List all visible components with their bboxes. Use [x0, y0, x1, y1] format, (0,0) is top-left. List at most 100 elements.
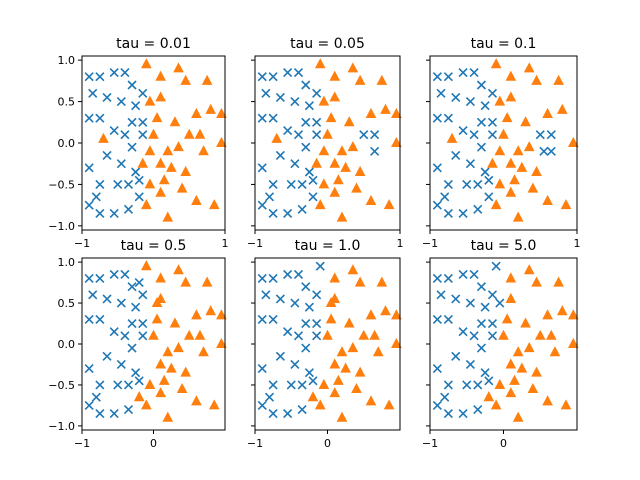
x-marker-point — [432, 163, 442, 173]
triangle-marker-point — [380, 305, 391, 316]
triangle-marker-point — [354, 74, 366, 85]
x-tick-label: 1 — [397, 237, 404, 250]
triangle-marker-point — [505, 70, 517, 81]
x-marker-point — [473, 380, 483, 390]
x-marker-point — [469, 68, 479, 78]
subplot-title: tau = 0.01 — [116, 36, 191, 52]
subplot-6: −1 0 tau = 5.0 — [422, 238, 579, 450]
triangle-marker-point — [340, 362, 351, 373]
triangle-marker-point — [380, 103, 391, 114]
triangle-marker-point — [567, 309, 579, 320]
x-marker-point — [476, 318, 487, 329]
triangle-marker-point — [560, 199, 572, 210]
x-marker-point — [293, 269, 304, 279]
x-marker-point — [315, 261, 325, 271]
triangle-marker-point — [329, 186, 341, 197]
triangle-marker-point — [208, 199, 220, 210]
triangle-marker-point — [556, 305, 568, 316]
triangle-marker-point — [347, 342, 359, 353]
triangle-marker-point — [347, 141, 359, 152]
x-marker-point — [268, 409, 278, 419]
x-marker-point — [436, 290, 446, 300]
x-marker-point — [138, 318, 148, 329]
x-marker-point — [297, 179, 307, 189]
triangle-marker-point — [162, 145, 174, 156]
x-marker-point — [297, 204, 307, 214]
x-marker-point — [484, 192, 494, 202]
x-tick-label: 0 — [324, 437, 331, 450]
y-tick-label: 1.0 — [58, 256, 76, 269]
x-marker-point — [297, 404, 307, 415]
triangle-marker-point — [141, 58, 152, 69]
x-marker-point — [458, 327, 468, 337]
x-marker-point — [84, 273, 94, 284]
triangle-marker-point — [369, 329, 380, 340]
x-marker-point — [469, 130, 479, 140]
x-marker-point — [312, 130, 322, 140]
x-marker-point — [312, 331, 322, 341]
x-marker-point — [88, 88, 98, 98]
triangle-marker-point — [155, 272, 166, 283]
triangle-marker-point — [173, 342, 184, 353]
subplot-title: tau = 1.0 — [295, 238, 361, 254]
subplot-4: −1.0 −0.5 0.0 0.5 1.0 −1 0 tau = 0.5 — [48, 238, 227, 450]
triangle-marker-point — [155, 70, 166, 81]
x-marker-point — [484, 376, 494, 386]
x-marker-point — [458, 68, 468, 78]
triangle-marker-point — [560, 399, 572, 410]
triangle-marker-point — [144, 145, 156, 156]
x-marker-point — [432, 273, 442, 284]
x-marker-point — [304, 368, 314, 378]
triangle-marker-point — [542, 107, 553, 118]
x-marker-point — [451, 92, 461, 102]
triangle-marker-point — [490, 399, 502, 410]
x-marker-point — [127, 80, 137, 90]
x-marker-point — [95, 179, 105, 189]
x-marker-point — [123, 179, 134, 189]
triangle-marker-point — [155, 292, 166, 303]
triangle-marker-point — [446, 132, 458, 143]
triangle-marker-point — [523, 141, 535, 152]
x-marker-point — [308, 376, 318, 386]
triangle-marker-point — [191, 309, 202, 320]
x-marker-point — [301, 142, 311, 152]
triangle-marker-point — [155, 186, 166, 197]
triangle-marker-point — [329, 358, 341, 369]
triangle-marker-point — [567, 136, 579, 147]
x-marker-point — [432, 364, 442, 374]
x-marker-point — [301, 117, 311, 127]
triangle-marker-point — [158, 174, 170, 185]
triangle-marker-point — [333, 174, 344, 185]
triangle-marker-point — [169, 317, 181, 328]
x-marker-point — [268, 72, 278, 82]
x-marker-point — [458, 126, 468, 136]
triangle-marker-point — [391, 107, 402, 118]
x-marker-point — [275, 150, 285, 160]
triangle-marker-point — [325, 112, 337, 123]
triangle-marker-point — [351, 382, 362, 394]
x-marker-point — [138, 130, 148, 140]
triangle-marker-point — [372, 346, 384, 357]
x-marker-point — [312, 117, 322, 127]
x-marker-point — [283, 208, 293, 218]
triangle-marker-point — [354, 366, 366, 377]
x-marker-point — [491, 261, 501, 271]
triangle-marker-point — [216, 337, 227, 348]
x-marker-point — [484, 175, 494, 185]
triangle-marker-point — [512, 145, 524, 156]
x-marker-point — [286, 179, 296, 189]
triangle-marker-point — [329, 272, 341, 283]
x-marker-point — [268, 208, 278, 218]
triangle-marker-point — [325, 313, 337, 324]
x-marker-point — [304, 101, 314, 111]
x-marker-point — [138, 88, 148, 98]
y-tick-label: 0.0 — [58, 338, 76, 351]
x-marker-point — [370, 146, 380, 156]
x-marker-point — [301, 318, 311, 329]
x-tick-label: 0 — [500, 437, 507, 450]
triangle-marker-point — [176, 182, 188, 193]
x-marker-point — [487, 331, 498, 341]
triangle-marker-point — [383, 199, 395, 210]
x-marker-point — [473, 179, 483, 189]
y-tick-label: −0.5 — [48, 379, 75, 392]
